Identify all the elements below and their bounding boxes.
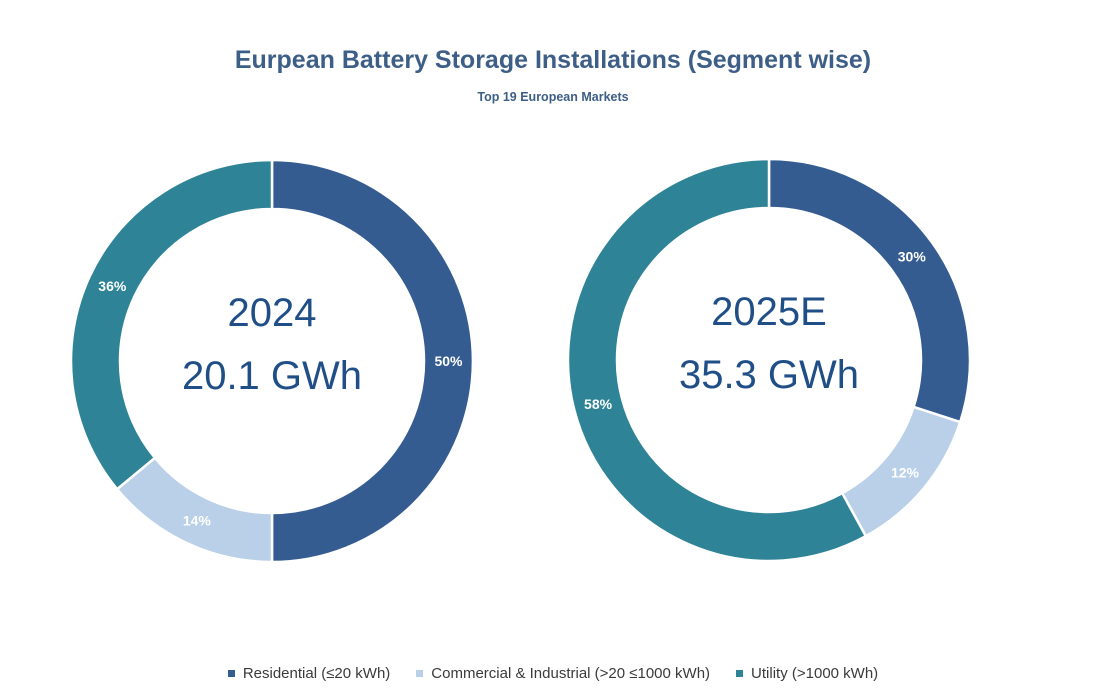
donut-2-center-year: 2025E xyxy=(711,290,827,334)
legend-label-commercial: Commercial & Industrial (>20 ≤1000 kWh) xyxy=(431,665,711,682)
legend-item-commercial: Commercial & Industrial (>20 ≤1000 kWh) xyxy=(416,665,710,682)
legend: Residential (≤20 kWh) Commercial & Indus… xyxy=(0,665,1106,682)
donut-1-center-year: 2024 xyxy=(228,291,317,335)
donut-2-value-label-2: 12% xyxy=(891,465,920,481)
donut-1-value-label-1: 50% xyxy=(434,353,463,369)
donut-2-center-total: 35.3 GWh xyxy=(679,353,859,397)
donut-2-slice-1 xyxy=(767,157,972,424)
legend-swatch-utility xyxy=(736,670,744,677)
donut-2-value-label-1: 30% xyxy=(898,248,927,264)
legend-label-utility: Utility (>1000 kWh) xyxy=(751,665,879,682)
donut-1-value-label-3: 36% xyxy=(98,278,127,294)
legend-swatch-residential xyxy=(227,670,235,677)
donut-1-slice-3 xyxy=(69,158,274,491)
legend-item-utility: Utility (>1000 kWh) xyxy=(736,665,878,682)
legend-item-residential: Residential (≤20 kWh) xyxy=(227,665,391,682)
donut-2-slice-3 xyxy=(566,157,868,563)
legend-swatch-commercial xyxy=(416,670,424,677)
legend-label-residential: Residential (≤20 kWh) xyxy=(242,665,391,682)
donut-1-slice-1 xyxy=(270,158,475,564)
donut-1-slice-2 xyxy=(115,456,274,564)
donut-1-center-total: 20.1 GWh xyxy=(182,354,362,398)
chart-subtitle: Top 19 European Markets xyxy=(477,90,629,104)
donut-1-value-label-2: 14% xyxy=(183,513,212,529)
donut-2-value-label-3: 58% xyxy=(584,396,613,412)
chart-title: Eurpean Battery Storage Installations (S… xyxy=(234,46,872,74)
